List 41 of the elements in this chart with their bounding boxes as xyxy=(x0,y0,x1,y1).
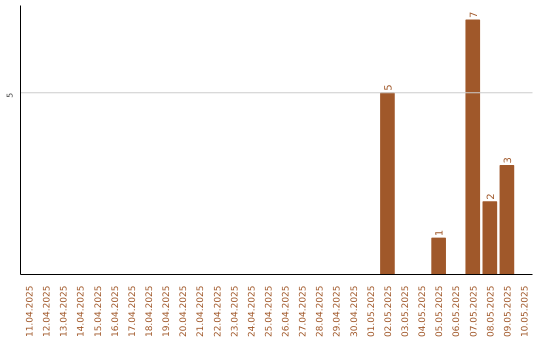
x-tick-label: 11.04.2025 xyxy=(26,286,36,338)
data-label: 7 xyxy=(468,12,480,18)
ref-line-label: 5 xyxy=(6,92,14,98)
bar xyxy=(380,92,395,274)
x-tick-label: 01.05.2025 xyxy=(366,286,377,338)
x-tick-label: 18.04.2025 xyxy=(145,286,155,338)
x-tick-label: 28.04.2025 xyxy=(316,286,326,338)
x-tick-label: 14.04.2025 xyxy=(76,286,87,338)
x-tick-label: 02.05.2025 xyxy=(384,286,394,338)
x-tick-label: 10.05.2025 xyxy=(520,286,530,338)
data-label: 5 xyxy=(383,84,394,91)
x-tick-label: 17.04.2025 xyxy=(128,286,138,338)
x-tick-label: 08.05.2025 xyxy=(486,286,496,338)
x-tick-label: 29.04.2025 xyxy=(332,286,343,338)
x-tick-label: 24.04.2025 xyxy=(247,286,258,338)
x-tick-label: 19.04.2025 xyxy=(162,286,172,338)
x-tick-label: 07.05.2025 xyxy=(469,286,480,338)
x-tick-label: 13.04.2025 xyxy=(60,286,70,338)
bar xyxy=(482,201,498,274)
data-label: 3 xyxy=(502,157,514,164)
x-tick-label: 15.04.2025 xyxy=(94,286,104,338)
x-tick-label: 04.05.2025 xyxy=(418,286,428,338)
x-tick-label: 05.05.2025 xyxy=(435,286,446,338)
bar xyxy=(431,238,446,274)
x-tick-label: 20.04.2025 xyxy=(179,286,190,338)
x-tick-label: 09.05.2025 xyxy=(503,286,514,338)
x-tick-label: 27.04.2025 xyxy=(298,286,309,338)
bar xyxy=(500,164,514,274)
data-label: 1 xyxy=(434,230,446,236)
x-tick-label: 12.04.2025 xyxy=(42,286,53,338)
x-tick-label: 03.05.2025 xyxy=(401,286,411,338)
x-tick-label: 06.05.2025 xyxy=(452,286,462,338)
bar xyxy=(465,20,480,274)
x-tick-label: 16.04.2025 xyxy=(110,286,121,338)
x-tick-label: 30.04.2025 xyxy=(350,286,360,338)
x-tick-label: 21.04.2025 xyxy=(196,286,206,338)
x-tick-label: 25.04.2025 xyxy=(264,286,274,338)
x-tick-label: 22.04.2025 xyxy=(213,286,224,338)
x-tick-label: 23.04.2025 xyxy=(230,286,240,338)
data-label: 2 xyxy=(486,193,497,200)
x-tick-label: 26.04.2025 xyxy=(282,286,292,338)
